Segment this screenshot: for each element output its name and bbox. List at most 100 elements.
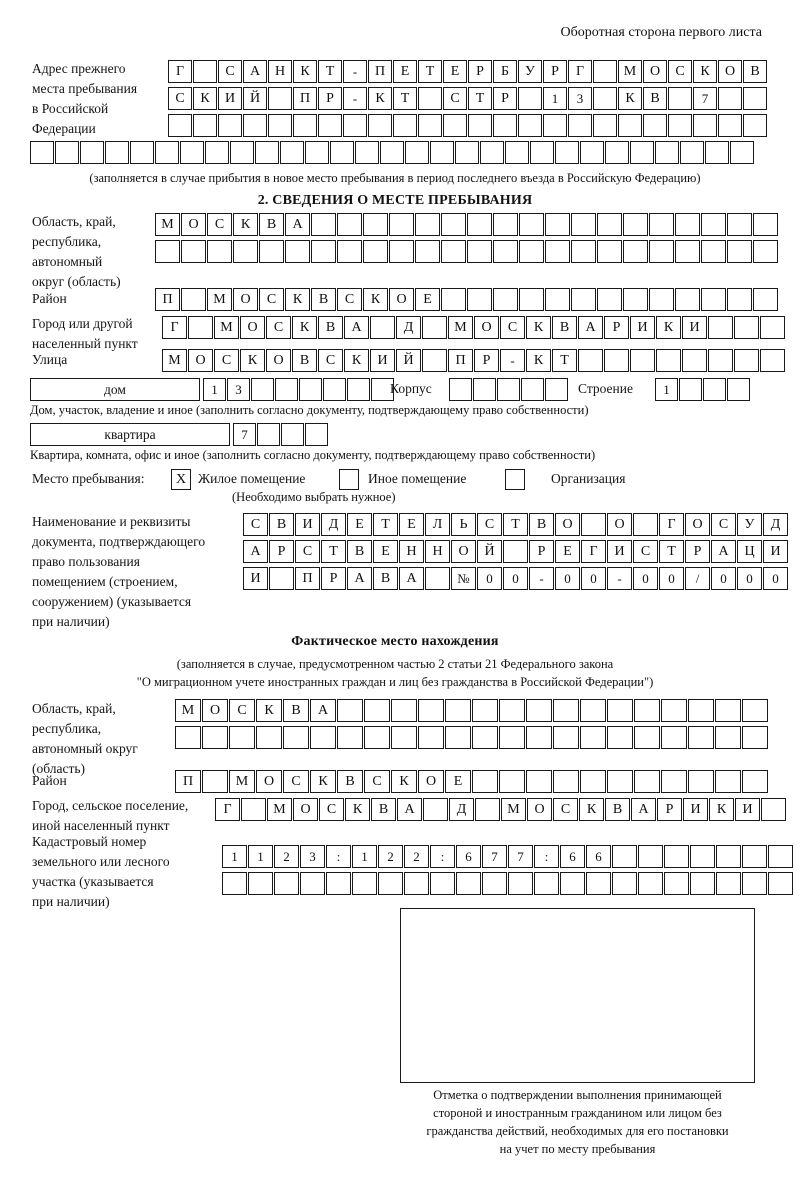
char-cell[interactable] [193, 60, 217, 83]
char-cell[interactable] [418, 726, 444, 749]
char-cell[interactable] [730, 141, 754, 164]
char-cell[interactable] [578, 349, 603, 372]
confirmation-stamp-box[interactable] [400, 908, 755, 1083]
char-cell[interactable] [760, 316, 785, 339]
char-cell[interactable]: Д [321, 513, 346, 536]
char-cell[interactable]: И [243, 567, 268, 590]
flat-cells[interactable]: 7 [233, 423, 329, 446]
char-cell[interactable] [493, 114, 517, 137]
char-cell[interactable] [248, 872, 273, 895]
char-cell[interactable]: - [529, 567, 554, 590]
char-cell[interactable]: О [718, 60, 742, 83]
char-cell[interactable] [675, 213, 700, 236]
char-cell[interactable]: Т [552, 349, 577, 372]
char-cell[interactable]: : [430, 845, 455, 868]
char-cell[interactable] [701, 240, 726, 263]
char-cell[interactable] [534, 872, 559, 895]
char-cell[interactable]: Т [468, 87, 492, 110]
char-cell[interactable] [415, 240, 440, 263]
char-cell[interactable]: 0 [633, 567, 658, 590]
char-cell[interactable]: К [233, 213, 258, 236]
char-cell[interactable] [519, 213, 544, 236]
char-cell[interactable] [604, 349, 629, 372]
char-cell[interactable] [703, 378, 726, 401]
char-cell[interactable] [363, 213, 388, 236]
char-cell[interactable] [688, 699, 714, 722]
char-cell[interactable] [612, 872, 637, 895]
char-cell[interactable] [593, 87, 617, 110]
char-cell[interactable] [742, 699, 768, 722]
char-cell[interactable] [705, 141, 729, 164]
char-cell[interactable]: 7 [693, 87, 717, 110]
char-cell[interactable] [300, 872, 325, 895]
char-cell[interactable] [499, 726, 525, 749]
char-cell[interactable]: П [155, 288, 180, 311]
char-cell[interactable] [430, 872, 455, 895]
char-cell[interactable]: С [266, 316, 291, 339]
char-cell[interactable] [389, 213, 414, 236]
char-cell[interactable]: К [363, 288, 388, 311]
char-cell[interactable]: Й [477, 540, 502, 563]
char-cell[interactable]: 1 [352, 845, 377, 868]
char-cell[interactable] [545, 240, 570, 263]
char-cell[interactable]: П [295, 567, 320, 590]
char-cell[interactable] [521, 378, 544, 401]
char-cell[interactable] [418, 114, 442, 137]
char-cell[interactable] [404, 872, 429, 895]
char-cell[interactable]: Н [399, 540, 424, 563]
char-cell[interactable]: Р [468, 60, 492, 83]
char-cell[interactable]: 0 [555, 567, 580, 590]
char-cell[interactable] [761, 798, 786, 821]
char-cell[interactable]: О [389, 288, 414, 311]
char-cell[interactable]: В [605, 798, 630, 821]
char-cell[interactable]: Р [269, 540, 294, 563]
char-cell[interactable] [505, 141, 529, 164]
char-cell[interactable]: К [579, 798, 604, 821]
char-cell[interactable]: К [240, 349, 265, 372]
char-cell[interactable]: К [193, 87, 217, 110]
char-cell[interactable]: М [618, 60, 642, 83]
char-cell[interactable]: И [683, 798, 708, 821]
char-cell[interactable] [545, 378, 568, 401]
char-cell[interactable]: А [285, 213, 310, 236]
char-cell[interactable] [482, 872, 507, 895]
char-cell[interactable]: К [344, 349, 369, 372]
char-cell[interactable]: К [618, 87, 642, 110]
char-cell[interactable] [701, 288, 726, 311]
char-cell[interactable]: И [218, 87, 242, 110]
char-cell[interactable]: К [709, 798, 734, 821]
char-cell[interactable]: - [343, 60, 367, 83]
char-cell[interactable]: Т [418, 60, 442, 83]
char-cell[interactable]: Е [393, 60, 417, 83]
char-cell[interactable] [649, 288, 674, 311]
char-cell[interactable]: 0 [711, 567, 736, 590]
char-cell[interactable] [734, 316, 759, 339]
char-cell[interactable]: А [344, 316, 369, 339]
char-cell[interactable] [337, 240, 362, 263]
char-cell[interactable] [518, 114, 542, 137]
char-cell[interactable]: Р [657, 798, 682, 821]
char-cell[interactable] [378, 872, 403, 895]
char-cell[interactable] [623, 240, 648, 263]
char-cell[interactable]: С [500, 316, 525, 339]
char-cell[interactable] [593, 114, 617, 137]
char-cell[interactable] [30, 141, 54, 164]
char-cell[interactable] [343, 114, 367, 137]
char-cell[interactable] [623, 213, 648, 236]
char-cell[interactable] [675, 240, 700, 263]
char-cell[interactable] [364, 699, 390, 722]
char-cell[interactable]: Р [321, 567, 346, 590]
char-cell[interactable] [560, 872, 585, 895]
char-cell[interactable] [716, 872, 741, 895]
char-cell[interactable] [597, 288, 622, 311]
char-cell[interactable]: И [607, 540, 632, 563]
char-cell[interactable] [455, 141, 479, 164]
char-cell[interactable]: 1 [248, 845, 273, 868]
char-cell[interactable] [519, 288, 544, 311]
char-cell[interactable] [571, 213, 596, 236]
char-cell[interactable] [633, 513, 658, 536]
